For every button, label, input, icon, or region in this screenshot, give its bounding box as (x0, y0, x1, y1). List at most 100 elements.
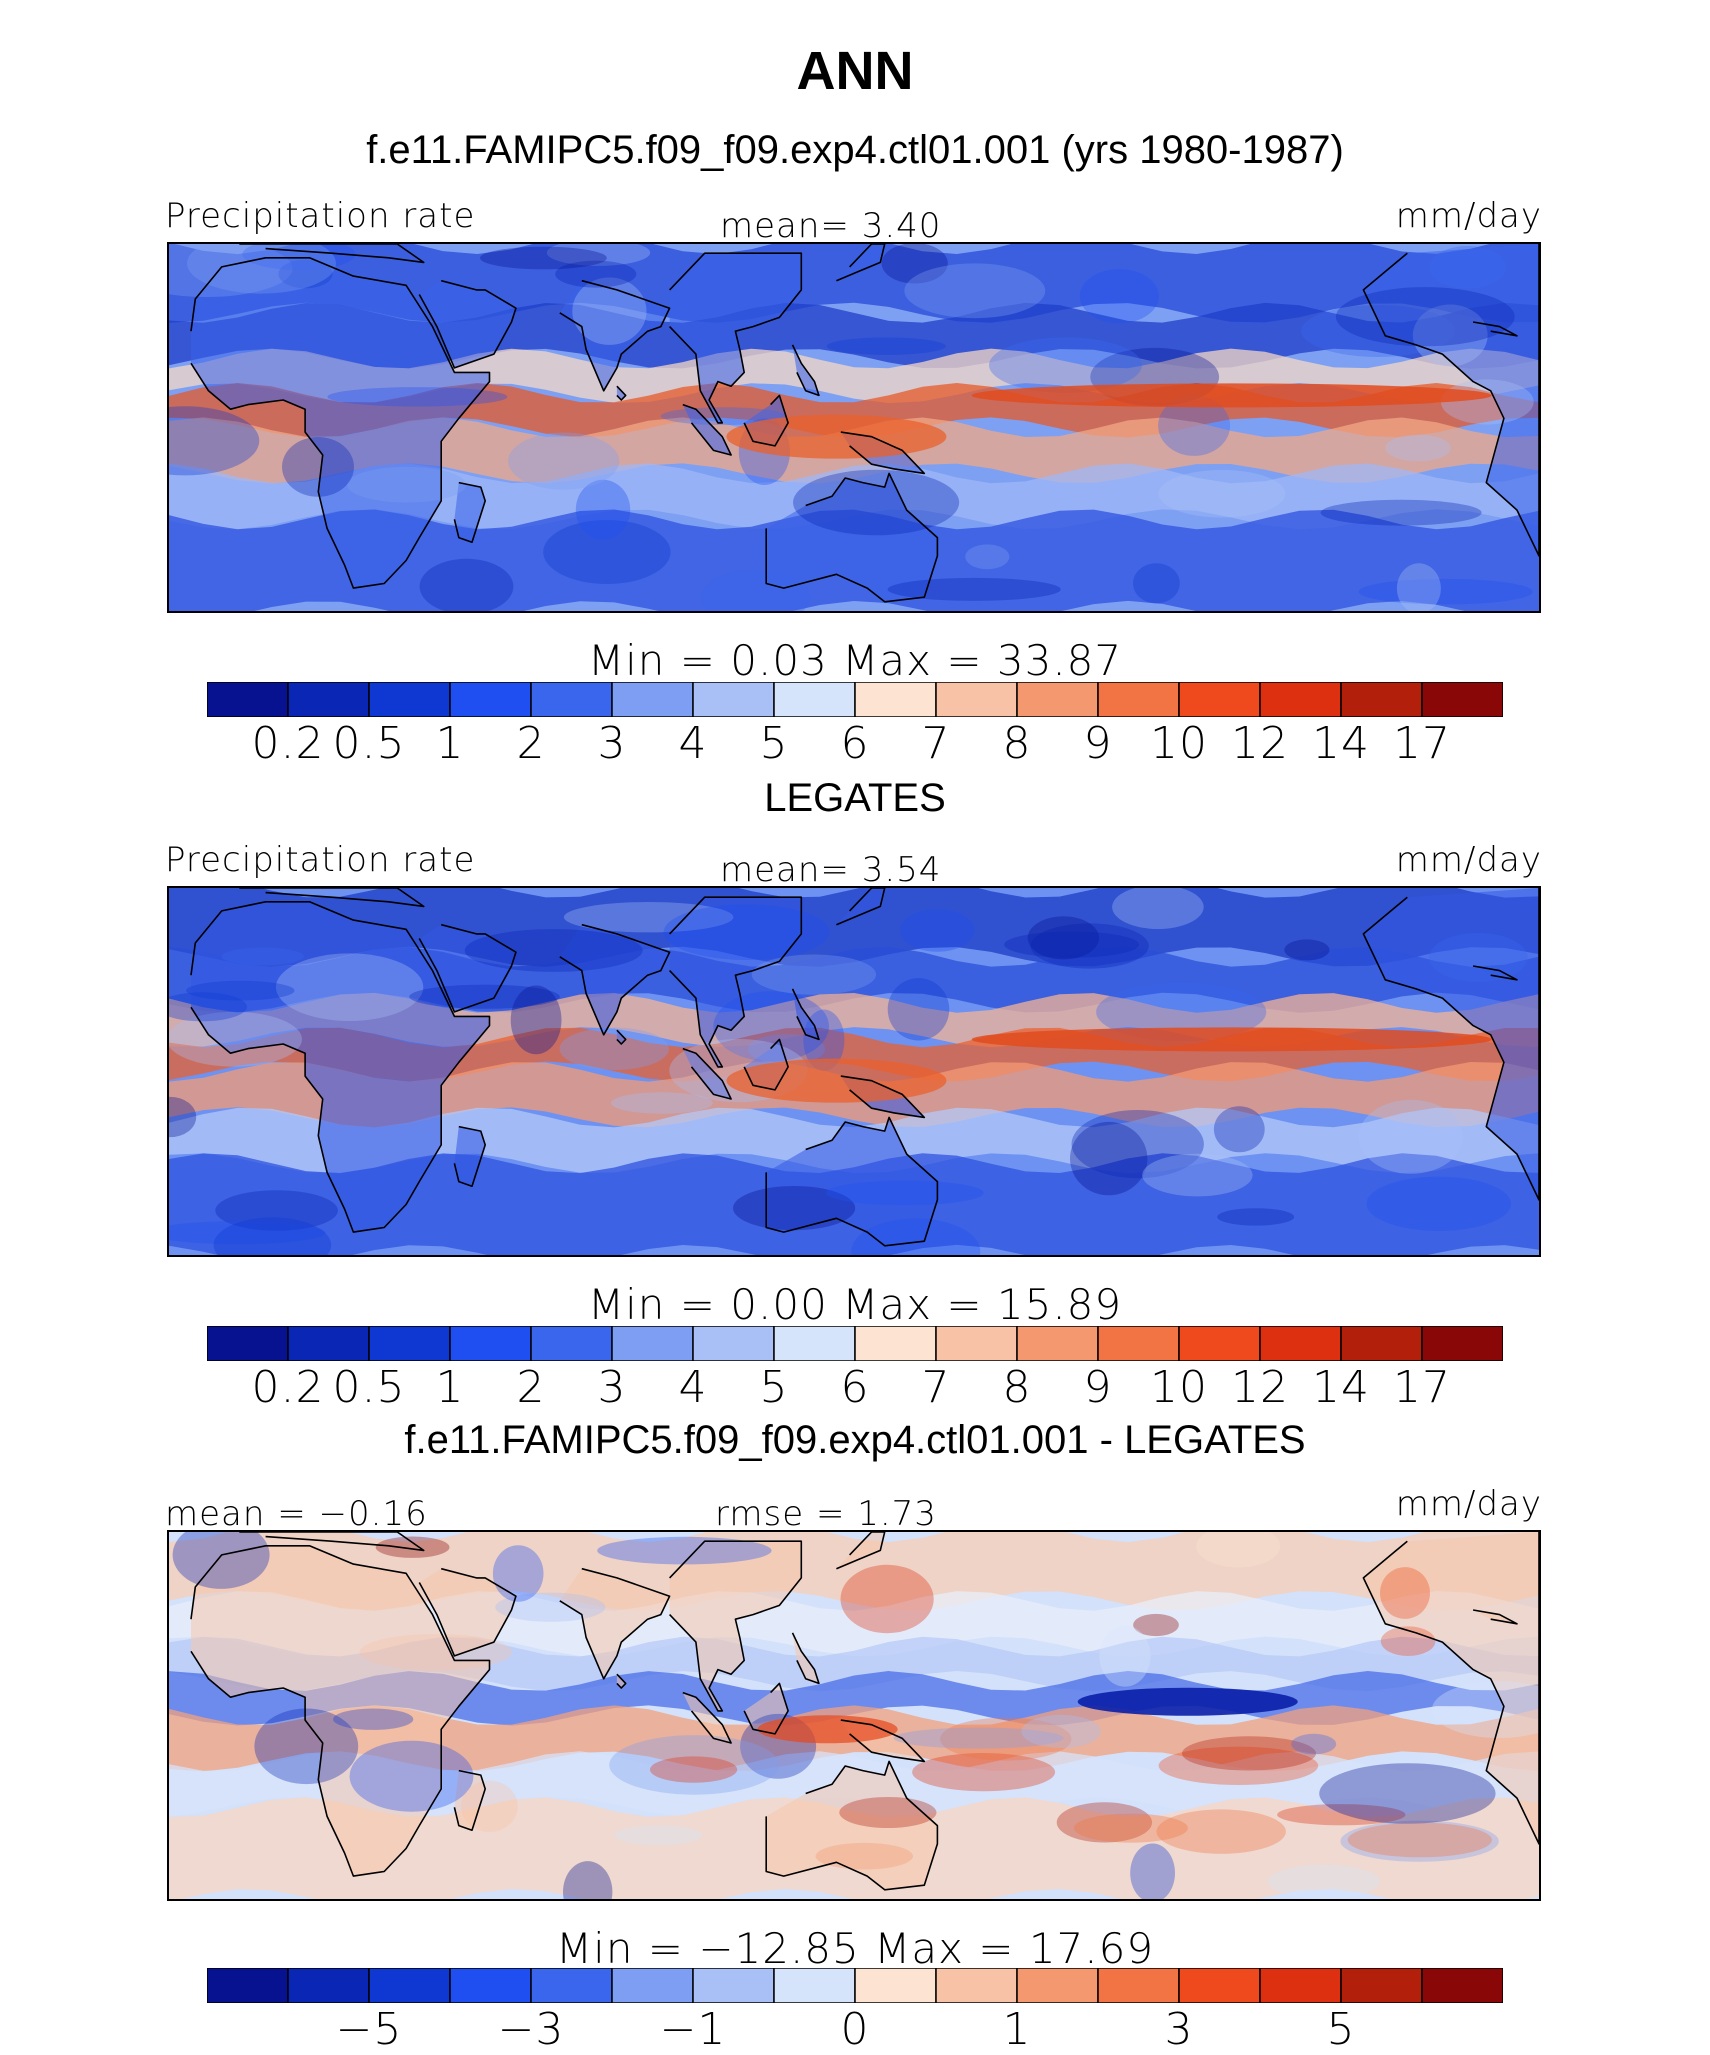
coastline-newguinea (840, 1719, 926, 1763)
coastline-africa (190, 1545, 491, 1877)
precipitation-cell (492, 1545, 544, 1602)
land-africa (191, 1545, 490, 1877)
precipitation-cell (559, 1027, 669, 1070)
precipitation-cell (327, 387, 508, 407)
coastline-cuba (1472, 965, 1518, 981)
precipitation-cell (359, 1634, 513, 1671)
land-arabia (419, 1568, 516, 1656)
colorbar-swatch (611, 1326, 694, 1361)
panel-model-colorbar-ticks: 0.2 0.5 1 2 3 4 5 6 7 8 9 10 12 14 17 (207, 718, 1503, 769)
land-cuba (1473, 1610, 1517, 1624)
precipitation-cell (1196, 1532, 1281, 1568)
colorbar-tick-label: 17 (1393, 1362, 1451, 1413)
precipitation-cell (1071, 1110, 1204, 1179)
panel-model-heading: f.e11.FAMIPC5.f09_f09.exp4.ctl01.001 (yr… (366, 128, 1344, 172)
coastline-madagascar (453, 1769, 487, 1832)
coastline-sumatra (682, 1691, 732, 1744)
precipitation-cell (1380, 1626, 1436, 1656)
precipitation-cell (1156, 1809, 1286, 1854)
precipitation-cell (278, 259, 333, 289)
land-australia (766, 1761, 938, 1890)
coastline-seasia (669, 252, 803, 424)
panel-obs-heading: LEGATES (764, 776, 946, 820)
coastline-americas (1362, 244, 1539, 557)
precipitation-cell (1158, 395, 1231, 456)
coastline-japan (836, 244, 886, 282)
colorbar-swatch (611, 1968, 694, 2003)
precipitation-cell (1380, 1567, 1430, 1619)
colorbar-tick-label: 2 (516, 718, 546, 769)
land-americas (1363, 888, 1539, 1200)
colorbar-swatch (1421, 1968, 1503, 2003)
colorbar-swatch (1259, 682, 1342, 717)
coastline-mediterranean_s (239, 244, 425, 264)
land-arabia (419, 280, 516, 368)
precipitation-cell (461, 1780, 518, 1832)
colorbar-swatch (207, 1968, 289, 2003)
colorbar-tick-label: 1 (1002, 2004, 1032, 2055)
coastline-japan (836, 1532, 886, 1570)
colorbar-tick-label: 7 (921, 1362, 951, 1413)
precipitation-cell (1366, 1176, 1512, 1231)
precipitation-cell (1096, 982, 1267, 1042)
coastline-madagascar (453, 1125, 487, 1188)
precipitation-cell (989, 337, 1142, 393)
colorbar-swatch (692, 682, 775, 717)
colorbar-tick-label: 0.5 (332, 1362, 406, 1413)
itcz-rainband (971, 1027, 1492, 1052)
precipitation-cell (597, 1536, 772, 1565)
land-japan (836, 244, 885, 281)
colorbar-tick-label: 3 (597, 718, 627, 769)
precipitation-cell (1267, 1864, 1381, 1899)
land-japan (836, 1532, 885, 1569)
maritime-continent-rainband (726, 414, 947, 459)
precipitation-cell (751, 954, 877, 995)
colorbar-swatch (287, 1326, 370, 1361)
colorbar-swatch (1421, 682, 1503, 717)
precipitation-cell (563, 902, 734, 933)
land-australia (766, 473, 938, 602)
precipitation-cell (215, 1190, 338, 1231)
precipitation-cell (965, 544, 1010, 570)
coastline-americas (1362, 888, 1539, 1201)
precipitation-cell (186, 980, 295, 1001)
precipitation-cell (1440, 379, 1534, 425)
precipitation-cell (815, 1842, 913, 1870)
colorbar-swatch (530, 682, 613, 717)
colorbar-swatch (368, 682, 451, 717)
colorbar-swatch (449, 1326, 532, 1361)
colorbar-swatch (935, 1326, 1018, 1361)
precipitation-cell (375, 1536, 450, 1558)
colorbar-tick-label: 5 (759, 718, 789, 769)
precipitation-cell (1429, 246, 1506, 289)
panel-diff-units-label: mm/day (1395, 1484, 1542, 1524)
precipitation-cell (555, 260, 637, 288)
precipitation-cell (1130, 1843, 1175, 1899)
coastline-africa (190, 257, 491, 589)
colorbar-swatch (530, 1968, 613, 2003)
precipitation-cell (346, 466, 467, 503)
colorbar-tick-label: 3 (597, 1362, 627, 1413)
colorbar-swatch (692, 1326, 775, 1361)
panel-obs-minmax-label: Min = 0.00 Max = 15.89 (587, 1280, 1123, 1329)
precipitation-cell (1319, 1763, 1496, 1824)
precipitation-cell (1056, 1802, 1153, 1843)
colorbar-tick-label: 0.2 (251, 718, 325, 769)
colorbar-tick-label: 0.2 (251, 1362, 325, 1413)
coastline-americas (1362, 1532, 1539, 1845)
precipitation-cell (563, 1861, 613, 1899)
precipitation-cell (1142, 1153, 1253, 1197)
colorbar-swatch (1340, 682, 1423, 717)
colorbar-swatch (935, 682, 1018, 717)
precipitation-cell (1158, 1746, 1319, 1785)
panel-obs-variable-label: Precipitation rate (165, 840, 476, 880)
coastline-philippines (791, 988, 820, 1041)
coastline-srilanka (616, 1673, 627, 1689)
precipitation-cell (1385, 434, 1451, 462)
precipitation-cell (213, 1217, 332, 1255)
colorbar-swatch (207, 1326, 289, 1361)
coastline-australia (765, 472, 939, 603)
panel-model-variable-label: Precipitation rate (165, 196, 476, 236)
land-sumatra (682, 1692, 732, 1743)
precipitation-cell (349, 1740, 474, 1812)
